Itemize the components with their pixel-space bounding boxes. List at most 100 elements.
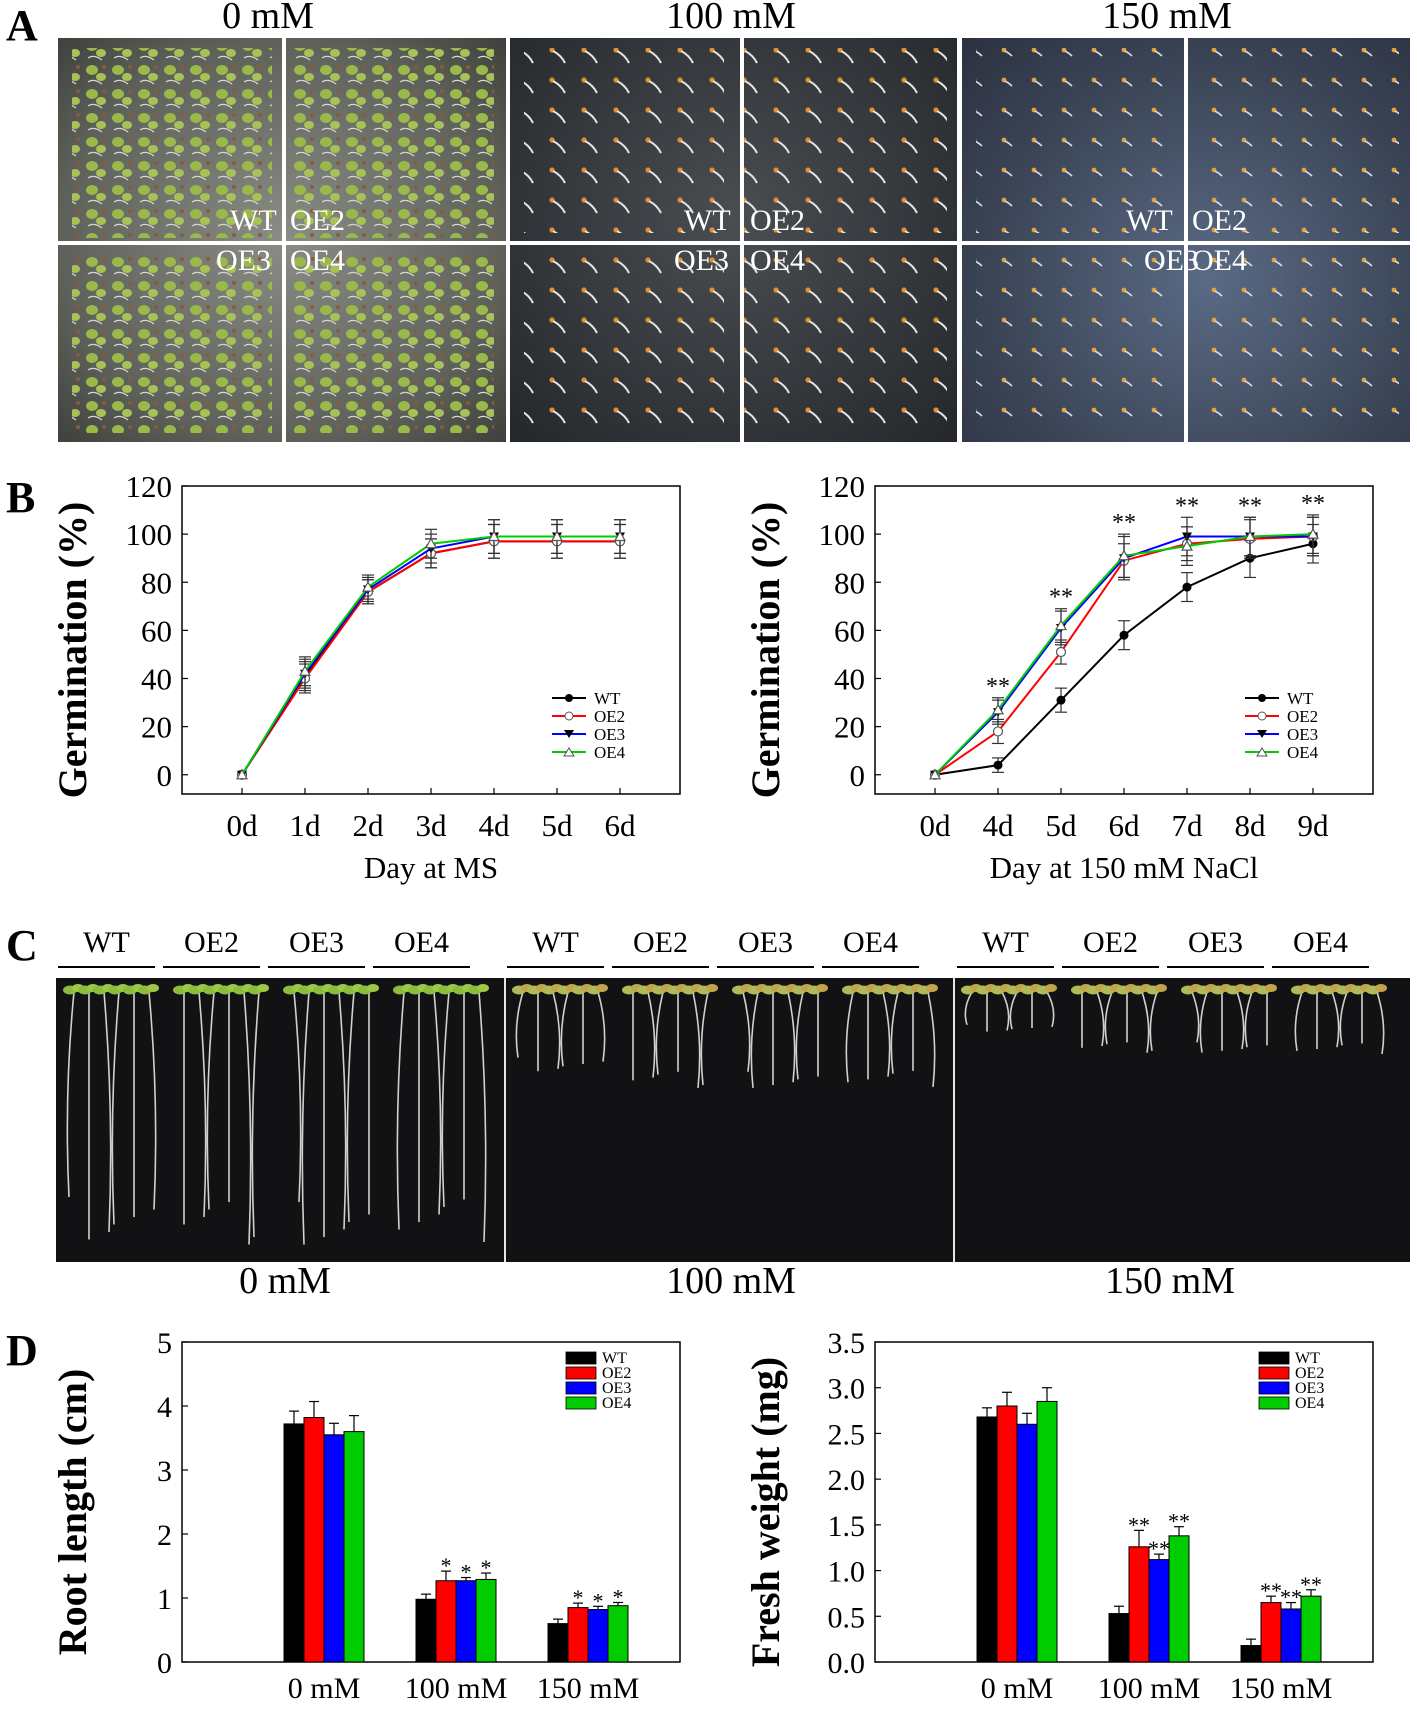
bar-oe2-150-mm <box>567 1607 589 1663</box>
plate-150mm-label-oe2: OE2 <box>1192 204 1247 237</box>
plate-100mm-label-oe4: OE4 <box>750 244 805 277</box>
significance-mark: ** <box>1238 493 1262 519</box>
cotyledon <box>367 984 379 992</box>
chart-root-length: 0 1 2 3 4 5 0 mM 100 mM 150 mM * * * * * * Root length … <box>50 1318 710 1711</box>
x-tick-label: 6d <box>1109 808 1141 843</box>
plate-photo-100mm: WT OE2 OE3 OE4 <box>510 38 957 442</box>
panel-c-header-rule-wt-1 <box>58 966 155 968</box>
root <box>338 991 347 1230</box>
root <box>1009 991 1018 1030</box>
plate-photo-0mm: WT OE2 OE3 OE4 <box>58 38 506 442</box>
legend-label-oe2: OE2 <box>602 1365 631 1382</box>
bar-oe4-0-mm <box>343 1431 365 1663</box>
plate-0mm-label-oe3: OE3 <box>216 244 271 277</box>
y-tick-label: 80 <box>834 565 865 600</box>
significance-mark: ** <box>1175 493 1199 519</box>
significance-mark: ** <box>1148 1536 1170 1561</box>
root <box>927 991 936 1088</box>
chart-germination-nacl: 0 20 40 60 80 100 120 0d 4d 5d 6d 7d 8d 9d Day at 150 … <box>743 468 1413 913</box>
y-tick-label: 80 <box>141 565 172 600</box>
point-wt <box>993 760 1003 770</box>
panel-c-header-oe2-1: OE2 <box>184 926 239 959</box>
root <box>1096 991 1105 1047</box>
y-tick-label: 3.0 <box>828 1373 866 1406</box>
root <box>441 991 450 1208</box>
panel-c-header-oe4-2: OE4 <box>843 926 898 959</box>
legend-marker-oe2 <box>1257 711 1267 721</box>
root <box>692 991 701 1089</box>
root <box>243 991 252 1245</box>
bar-oe3-0-mm <box>323 1434 345 1663</box>
x-tick-label: 0 mM <box>981 1672 1054 1705</box>
panel-c-header-rule-oe3-1 <box>268 966 365 968</box>
legend-swatch-oe2 <box>1258 1366 1290 1380</box>
y-axis-label: Germination (%) <box>50 502 95 799</box>
root <box>251 991 260 1238</box>
y-tick-label: 2.5 <box>828 1418 866 1451</box>
root <box>655 991 664 1075</box>
panel-a-condition-100mm: 100 mM <box>666 0 796 37</box>
bar-wt-0-mm <box>976 1416 998 1663</box>
y-tick-label: 40 <box>834 662 865 697</box>
root <box>750 991 759 1089</box>
y-tick-label: 5 <box>157 1327 172 1360</box>
panel-c-header-rule-oe4-3 <box>1272 966 1369 968</box>
root <box>1331 991 1340 1048</box>
plate-100mm-label-oe2: OE2 <box>750 204 805 237</box>
x-tick-label: 4d <box>479 808 511 843</box>
chart-b-left-svg: 0 20 40 60 80 100 120 0d 1d 2d 3d 4d 5d 6d Day at MS Ge… <box>50 469 681 885</box>
y-tick-label: 120 <box>126 469 173 504</box>
legend-swatch-wt <box>1258 1351 1290 1365</box>
seedlings-0mm <box>58 38 506 442</box>
cotyledon <box>147 984 159 992</box>
significance-mark: ** <box>1049 585 1073 611</box>
y-axis-label: Fresh weight (mg) <box>743 1357 788 1667</box>
panel-c-header-oe2-3: OE2 <box>1083 926 1138 959</box>
point-wt <box>1056 695 1066 705</box>
y-tick-label: 0.0 <box>828 1647 866 1680</box>
series-line-wt <box>241 540 620 776</box>
x-axis-label: Day at 150 mM NaCl <box>990 850 1259 885</box>
significance-mark: * <box>461 1560 472 1585</box>
legend-marker-oe4 <box>1256 747 1268 757</box>
legend-marker-oe3 <box>1257 730 1267 738</box>
root <box>795 991 804 1080</box>
legend-label-oe2: OE2 <box>1295 1365 1324 1382</box>
x-tick-label: 2d <box>353 808 385 843</box>
x-tick-label: 100 mM <box>405 1672 508 1705</box>
panel-letter-c: C <box>6 921 38 970</box>
bar-wt-100-mm <box>415 1598 437 1663</box>
panel-letter-b: B <box>6 473 36 522</box>
root <box>293 991 302 1203</box>
bar-oe2-100-mm <box>1128 1546 1150 1663</box>
bar-oe4-150-mm <box>607 1605 629 1663</box>
plate-100mm-label-wt: WT <box>684 204 731 237</box>
bar-oe2-0-mm <box>996 1405 1018 1663</box>
plate-0mm-label-oe4: OE4 <box>290 244 345 277</box>
bar-oe3-150-mm <box>1280 1608 1302 1663</box>
y-tick-label: 0 <box>157 758 173 793</box>
legend-label-oe3: OE3 <box>1287 725 1318 744</box>
legend-label-oe3: OE3 <box>1295 1380 1324 1397</box>
y-tick-label: 40 <box>141 662 172 697</box>
cotyledon <box>596 984 608 992</box>
root <box>845 991 854 1083</box>
point-wt <box>1119 630 1129 640</box>
legend-marker-wt <box>1258 694 1266 702</box>
root <box>552 991 561 1069</box>
y-tick-label: 1 <box>157 1583 172 1616</box>
root-growth-photo <box>56 978 1410 1262</box>
point-oe2 <box>1055 646 1067 658</box>
plate-photo-150mm: WT OE2 OE3 OE4 <box>962 38 1410 442</box>
legend-label-oe2: OE2 <box>594 707 625 726</box>
y-tick-label: 1.0 <box>828 1556 866 1589</box>
x-tick-label: 150 mM <box>1230 1672 1333 1705</box>
cotyledon <box>1155 984 1167 992</box>
significance-mark: * <box>573 1585 584 1610</box>
root <box>1141 991 1150 1053</box>
root <box>433 991 442 1215</box>
legend-label-oe4: OE4 <box>1287 743 1319 762</box>
cotyledon <box>477 984 489 992</box>
chart-germination-ms: 0 20 40 60 80 100 120 0d 1d 2d 3d 4d 5d 6d Day at MS Ge… <box>50 468 710 913</box>
significance-mark: ** <box>1300 1572 1322 1597</box>
